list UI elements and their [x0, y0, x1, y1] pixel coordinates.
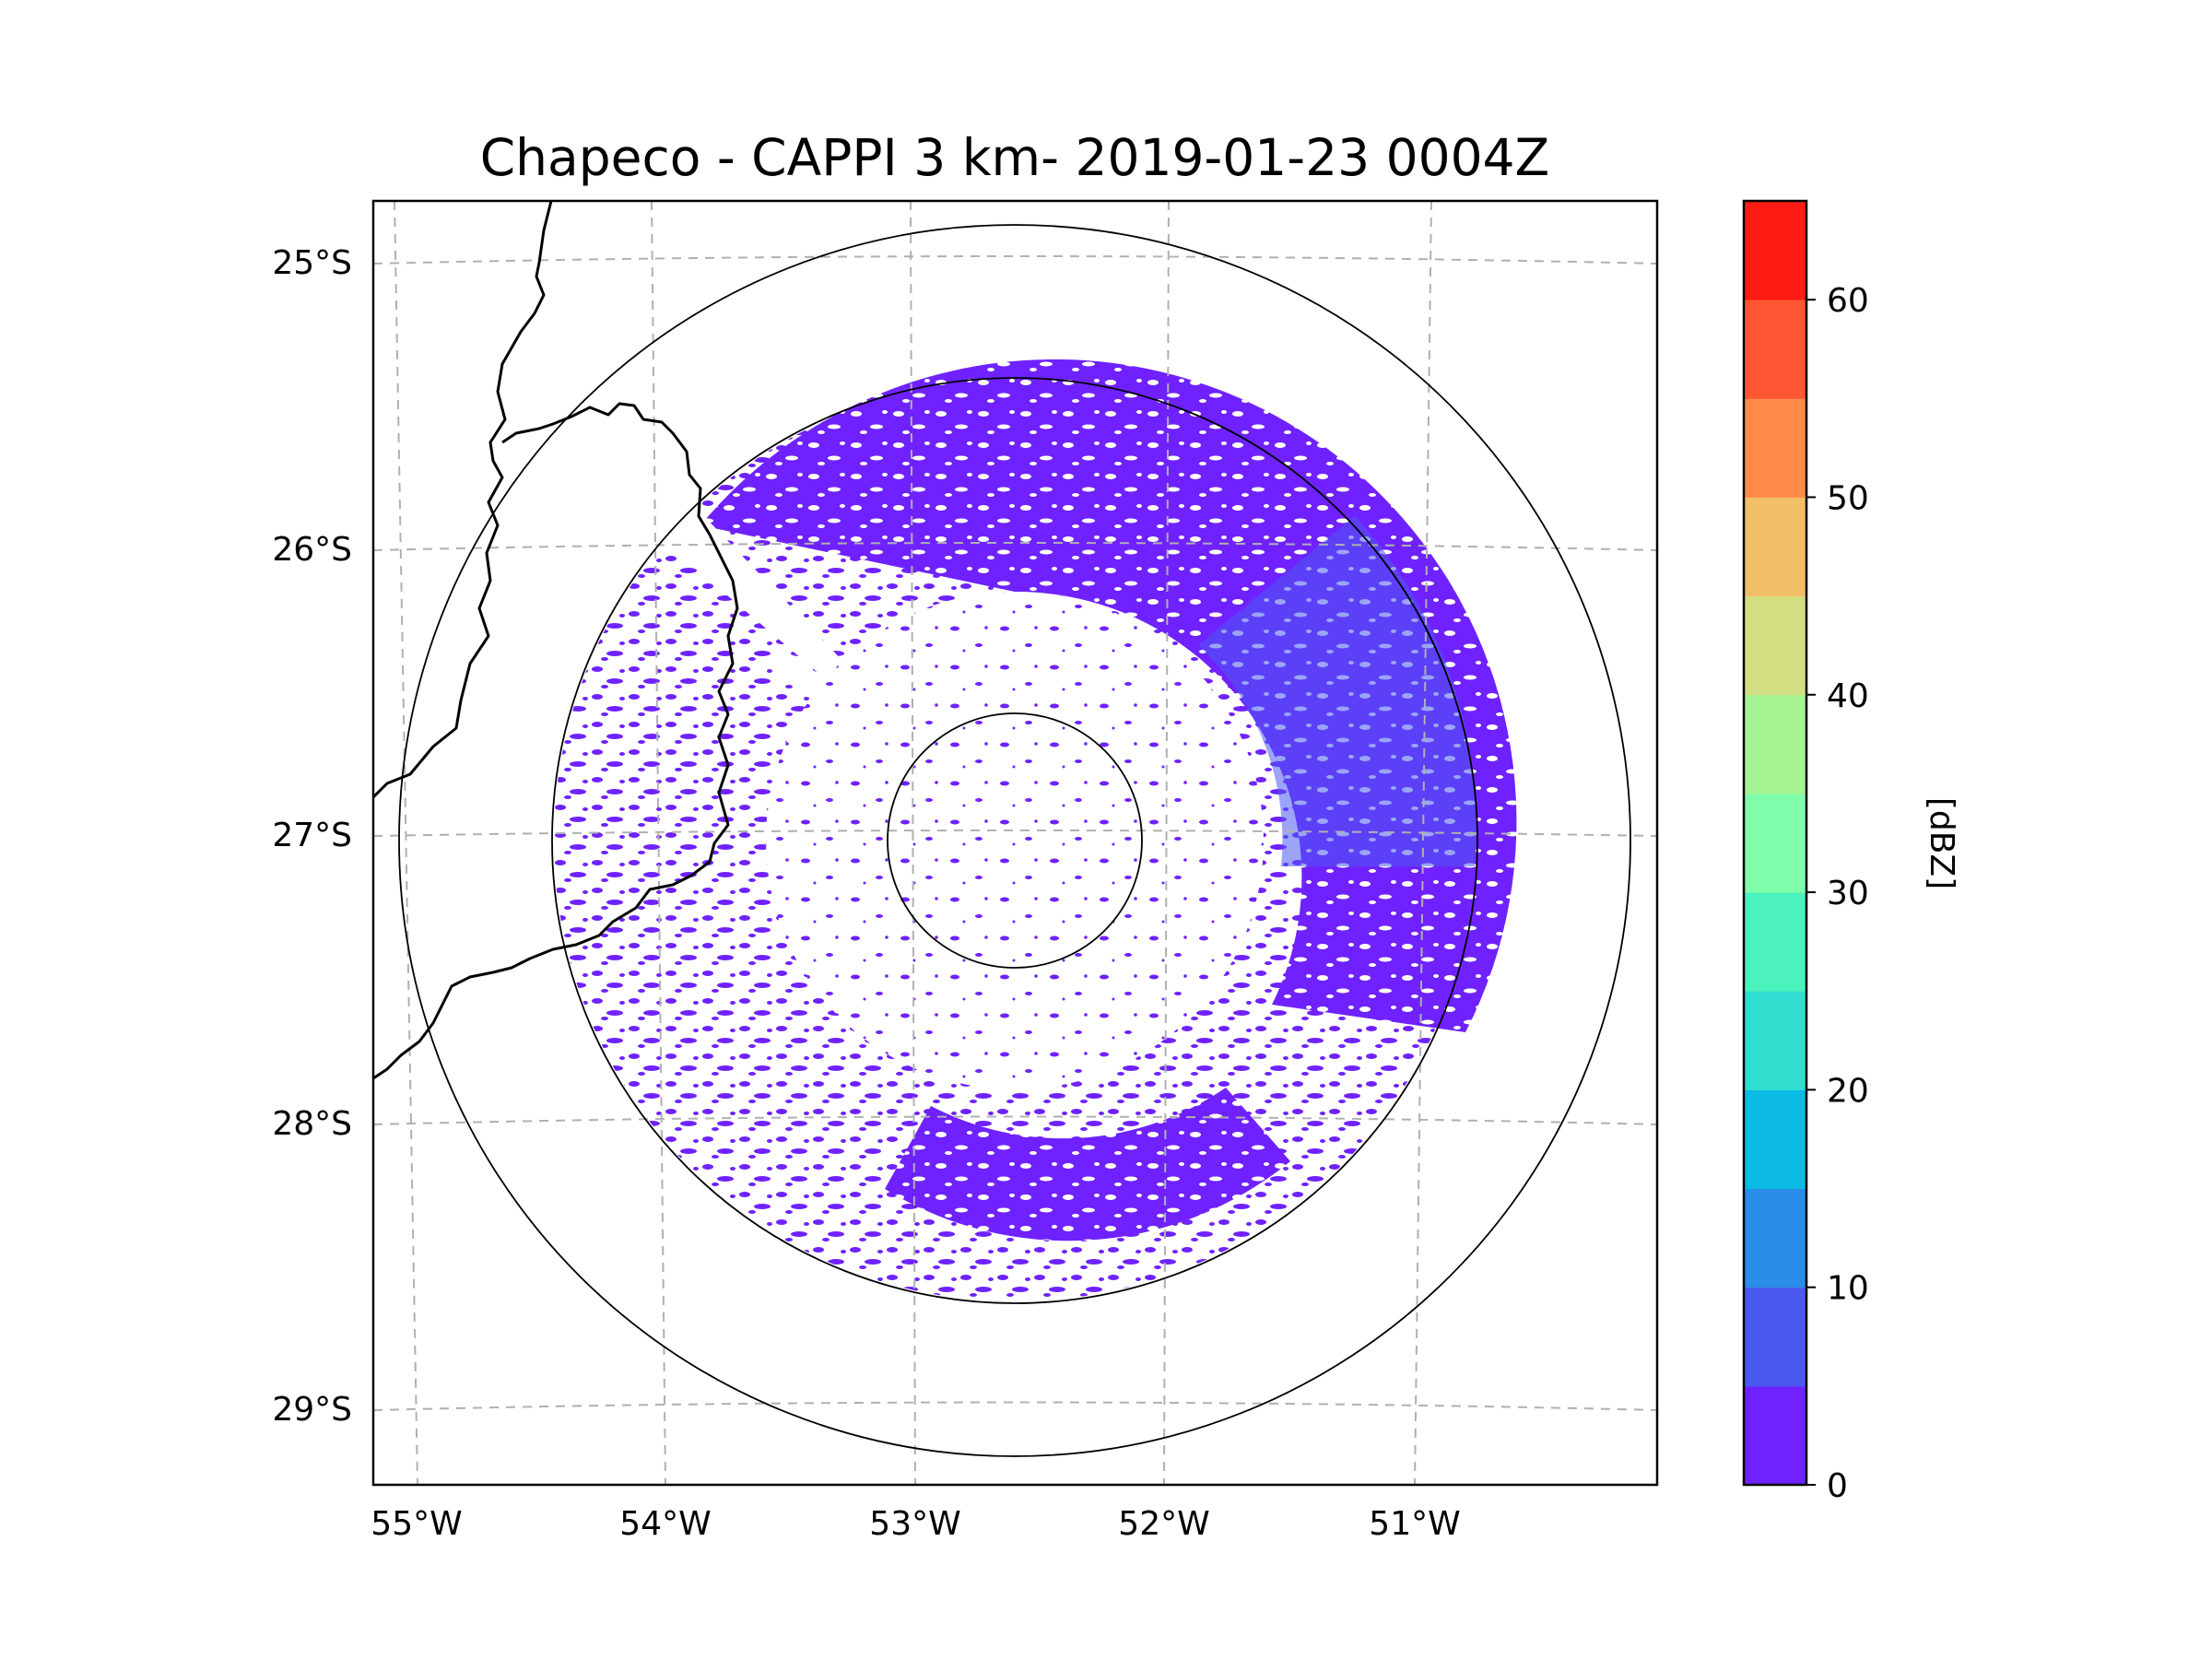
- colorbar-tick-label: 20: [1827, 1072, 1869, 1110]
- colorbar-swatch-40: [1744, 595, 1806, 696]
- colorbar-swatch-30: [1744, 793, 1806, 893]
- colorbar-swatch-60: [1744, 201, 1806, 300]
- grid-lon-55: [394, 201, 418, 1485]
- lon-label-54: 54°W: [619, 1505, 711, 1543]
- lon-label-53: 53°W: [869, 1505, 960, 1543]
- range-rings: [398, 224, 1631, 1457]
- colorbar-tick-label: 40: [1827, 677, 1869, 715]
- grid-lon-51: [1414, 201, 1432, 1485]
- range-ring-middle: [551, 377, 1478, 1304]
- lon-label-52: 52°W: [1118, 1505, 1209, 1543]
- grid-lon-52: [1163, 201, 1170, 1485]
- range-ring-outer: [398, 224, 1631, 1457]
- radar-echo-layer: [554, 359, 1517, 1301]
- stronger-echo-east: [1198, 516, 1477, 866]
- grid-lat-27: [373, 830, 1657, 837]
- lat-label-26: 26°S: [272, 531, 352, 569]
- grid-lat-26: [373, 542, 1657, 551]
- colorbar: 0 10 20 30 40 50 60 [dBZ]: [1742, 199, 1960, 1505]
- colorbar-tick-label: 10: [1827, 1270, 1869, 1308]
- lat-label-25: 25°S: [272, 244, 352, 282]
- colorbar-swatches: [1744, 201, 1806, 1486]
- map-panel: [371, 199, 1659, 1487]
- grid-lon-54: [651, 201, 666, 1485]
- state-border-misiones: [373, 402, 739, 1080]
- colorbar-ticks: 0 10 20 30 40 50 60: [1806, 282, 1869, 1505]
- colorbar-swatch-5: [1744, 1287, 1806, 1387]
- international-border-argentina-brazil: [373, 201, 553, 799]
- colorbar-swatch-35: [1744, 694, 1806, 794]
- longitude-labels: 55°W 54°W 53°W 52°W 51°W: [371, 1505, 1460, 1543]
- political-borders: [373, 201, 739, 1080]
- grid-lat-25: [373, 255, 1657, 265]
- inner-echo-region: [766, 592, 1264, 1089]
- lat-label-28: 28°S: [272, 1105, 352, 1143]
- colorbar-tick-label: 60: [1827, 282, 1869, 320]
- lat-label-27: 27°S: [272, 817, 352, 854]
- colorbar-swatch-20: [1744, 991, 1806, 1090]
- colorbar-swatch-0: [1744, 1385, 1806, 1486]
- colorbar-swatch-50: [1744, 398, 1806, 498]
- lon-label-51: 51°W: [1369, 1505, 1460, 1543]
- grid-lat-29: [373, 1401, 1657, 1411]
- graticule: [373, 201, 1657, 1485]
- grid-lon-53: [910, 201, 916, 1485]
- lon-label-55: 55°W: [371, 1505, 462, 1543]
- lat-label-29: 29°S: [272, 1391, 352, 1429]
- colorbar-frame: [1742, 199, 1808, 1487]
- map-frame: [371, 199, 1659, 1487]
- colorbar-swatch-25: [1744, 892, 1806, 992]
- colorbar-swatch-15: [1744, 1089, 1806, 1190]
- colorbar-label: [dBZ]: [1923, 797, 1960, 889]
- chart-title: Chapeco - CAPPI 3 km- 2019-01-23 0004Z: [480, 128, 1549, 187]
- latitude-labels: 25°S 26°S 27°S 28°S 29°S: [272, 244, 352, 1429]
- range-ring-inner: [887, 712, 1143, 969]
- grid-lat-28: [373, 1115, 1657, 1125]
- colorbar-swatch-55: [1744, 300, 1806, 399]
- colorbar-tick-label: 30: [1827, 875, 1869, 912]
- dense-echo-south: [885, 1088, 1290, 1241]
- colorbar-tick-label: 0: [1827, 1467, 1848, 1505]
- colorbar-tick-label: 50: [1827, 479, 1869, 517]
- colorbar-swatch-10: [1744, 1188, 1806, 1288]
- colorbar-swatch-45: [1744, 497, 1806, 597]
